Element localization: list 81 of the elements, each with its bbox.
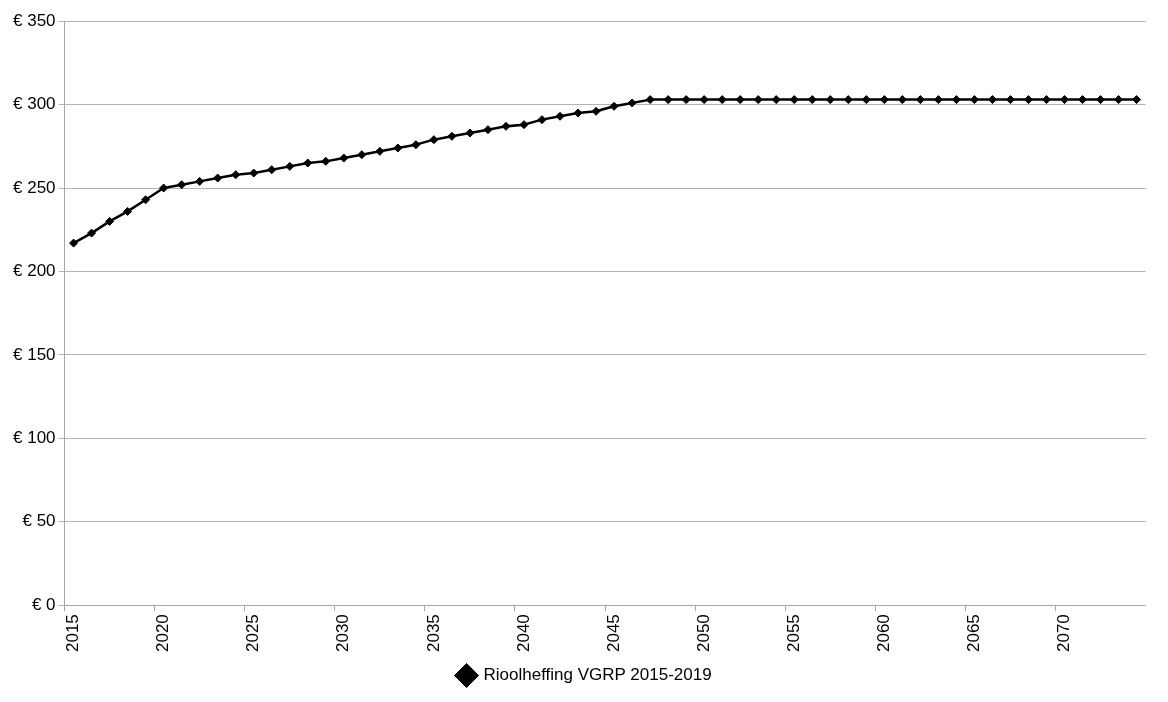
point (1023, 95, 1033, 105)
point (717, 95, 727, 105)
x-tick-label: 2065 (964, 614, 984, 653)
x-tick-label: 2025 (243, 614, 263, 653)
point (753, 95, 763, 105)
point (897, 95, 907, 105)
point (807, 95, 817, 105)
y-tick-label: € 250 (12, 177, 56, 197)
x-tick-label: 2050 (693, 614, 713, 653)
x-tick-label: 2045 (603, 614, 623, 653)
point (861, 95, 871, 105)
point (825, 95, 835, 105)
y-tick-label: € 350 (12, 10, 56, 30)
point (375, 146, 385, 156)
point (591, 106, 601, 116)
point (321, 156, 331, 166)
point (429, 135, 439, 145)
x-tick-label: 2040 (513, 614, 533, 653)
point (843, 95, 853, 105)
point (555, 111, 565, 121)
point (411, 140, 421, 150)
point (573, 108, 583, 118)
point (357, 150, 367, 160)
point (141, 195, 151, 205)
point (267, 165, 277, 175)
point (501, 121, 511, 131)
point (771, 95, 781, 105)
point (1132, 95, 1142, 105)
point (69, 238, 79, 248)
point (627, 98, 637, 108)
point (249, 168, 259, 178)
x-tick-label: 2055 (783, 614, 803, 653)
x-tick-label: 2030 (333, 614, 353, 653)
point (339, 153, 349, 163)
point (285, 161, 295, 171)
point (1041, 95, 1051, 105)
point (519, 120, 529, 130)
x-tick-label: 2060 (874, 614, 894, 653)
point (213, 173, 223, 183)
point (933, 95, 943, 105)
point (87, 228, 97, 238)
point (483, 125, 493, 135)
y-tick-label: € 0 (31, 594, 56, 614)
point (177, 180, 187, 190)
x-tick-label: 2020 (153, 614, 173, 653)
x-tick-label: 2035 (423, 614, 443, 653)
point (915, 95, 925, 105)
point (159, 183, 169, 193)
point (1059, 95, 1069, 105)
point (969, 95, 979, 105)
point (789, 95, 799, 105)
point (465, 128, 475, 138)
y-tick-label: € 50 (22, 511, 56, 531)
point (537, 115, 547, 125)
point (123, 206, 133, 216)
point (105, 216, 115, 226)
point (1114, 95, 1124, 105)
point (609, 101, 619, 111)
point (231, 170, 241, 180)
point (447, 131, 457, 141)
y-tick-label: € 150 (12, 344, 56, 364)
point (987, 95, 997, 105)
y-tick-label: € 200 (12, 261, 56, 281)
point (1078, 95, 1088, 105)
point (663, 95, 673, 105)
point (699, 95, 709, 105)
y-tick-label: € 300 (12, 94, 56, 114)
point (645, 95, 655, 105)
point (735, 95, 745, 105)
y-tick-label: € 100 (12, 428, 56, 448)
x-tick-label: 2015 (63, 614, 83, 653)
point (879, 95, 889, 105)
point (393, 143, 403, 153)
x-tick-label: 2070 (1054, 614, 1074, 653)
point (195, 176, 205, 186)
point (681, 95, 691, 105)
point (1096, 95, 1106, 105)
legend-label: Rioolheffing VGRP 2015-2019 (483, 665, 712, 685)
point (303, 158, 313, 168)
point (951, 95, 961, 105)
point (1005, 95, 1015, 105)
